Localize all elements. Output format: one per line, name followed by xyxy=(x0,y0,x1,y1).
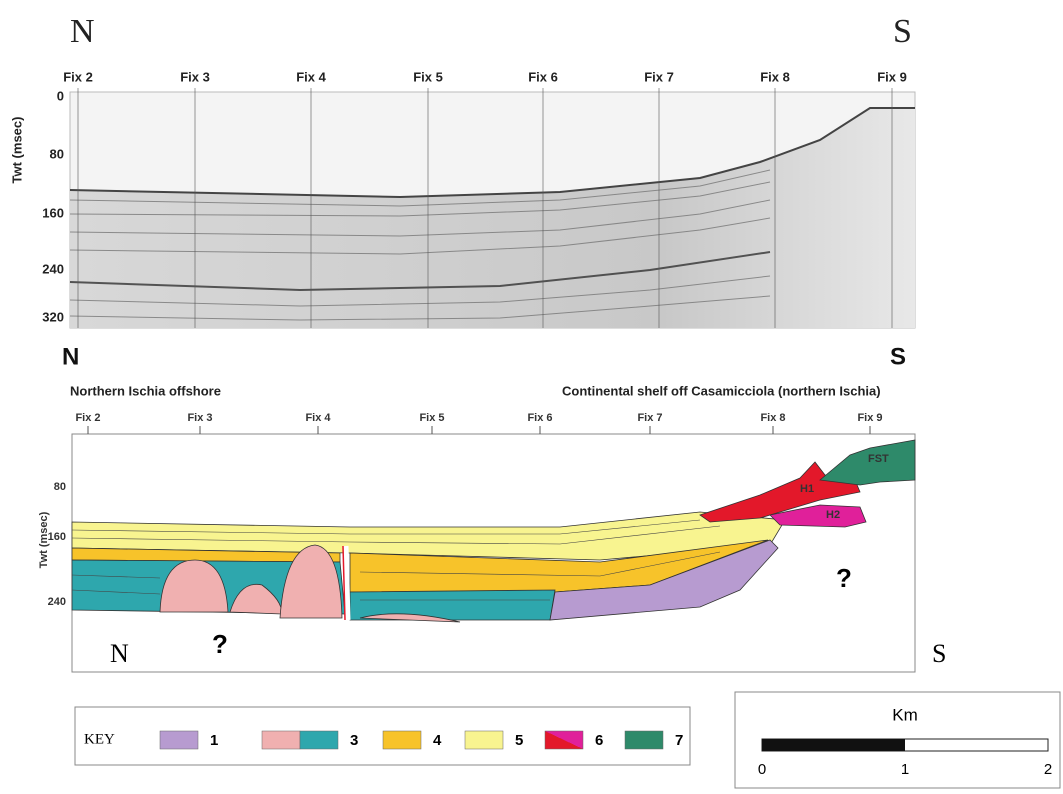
key-label: 3 xyxy=(350,732,358,749)
scale-title: Km xyxy=(892,705,918,724)
fix-label: Fix 2 xyxy=(63,69,93,84)
axis-label: Twt (msec) xyxy=(38,511,50,568)
question-mark: ? xyxy=(836,563,852,593)
key-swatch xyxy=(262,731,300,749)
key-swatch xyxy=(465,731,503,749)
south-label: S xyxy=(890,343,906,370)
unit-label: H2 xyxy=(826,509,840,521)
key-swatch xyxy=(545,731,583,749)
tick-label: 0 xyxy=(57,88,64,103)
tick-label: 80 xyxy=(50,146,64,161)
fix-label: Fix 9 xyxy=(877,69,907,84)
fix-label: Fix 6 xyxy=(528,69,558,84)
key-label: 6 xyxy=(595,732,603,749)
fix-label: Fix 9 xyxy=(857,412,882,424)
key-swatch xyxy=(383,731,421,749)
unit-label: FST xyxy=(868,453,889,465)
tick-label: 240 xyxy=(42,261,64,276)
fix-label: Fix 8 xyxy=(760,69,790,84)
key-label: 7 xyxy=(675,732,683,749)
fix-label: Fix 4 xyxy=(296,69,326,84)
unit-label: H1 xyxy=(800,483,814,495)
south-label: S xyxy=(932,639,946,668)
key-swatch xyxy=(160,731,198,749)
key-label: 5 xyxy=(515,732,523,749)
fix-label: Fix 7 xyxy=(637,412,662,424)
tick-label: 240 xyxy=(48,596,66,608)
key-title: KEY xyxy=(84,731,115,747)
tick-label: 160 xyxy=(42,205,64,220)
figure: N S Twt (msec) Fix 2 Fix 3 Fix 4 Fix 5 Fix 6… xyxy=(0,0,1063,789)
south-label: S xyxy=(893,13,912,50)
key-swatch xyxy=(300,731,338,749)
north-label: N xyxy=(70,13,95,50)
scale-label: 1 xyxy=(901,761,909,778)
scale-label: 2 xyxy=(1044,761,1052,778)
question-mark: ? xyxy=(212,629,228,659)
key-label: 1 xyxy=(210,732,218,749)
scale-label: 0 xyxy=(758,761,766,778)
fix-label: Fix 8 xyxy=(760,412,785,424)
north-label: N xyxy=(110,639,129,668)
fix-label: Fix 4 xyxy=(305,412,331,424)
fix-label: Fix 3 xyxy=(187,412,212,424)
fix-label: Fix 7 xyxy=(644,69,674,84)
key-swatch xyxy=(625,731,663,749)
caption: Northern Ischia offshore xyxy=(70,383,221,398)
axis-label: Twt (msec) xyxy=(9,117,24,184)
tick-label: 320 xyxy=(42,309,64,324)
caption: Continental shelf off Casamicciola (nort… xyxy=(562,383,881,398)
fix-label: Fix 6 xyxy=(527,412,552,424)
fix-label: Fix 3 xyxy=(180,69,210,84)
fix-label: Fix 2 xyxy=(75,412,100,424)
fix-label: Fix 5 xyxy=(419,412,444,424)
fix-label: Fix 5 xyxy=(413,69,443,84)
north-label: N xyxy=(62,343,79,370)
tick-label: 80 xyxy=(54,481,66,493)
key-label: 4 xyxy=(433,732,442,749)
tick-label: 160 xyxy=(48,531,66,543)
seismic-panel xyxy=(70,92,915,328)
scale-bar xyxy=(762,739,905,751)
